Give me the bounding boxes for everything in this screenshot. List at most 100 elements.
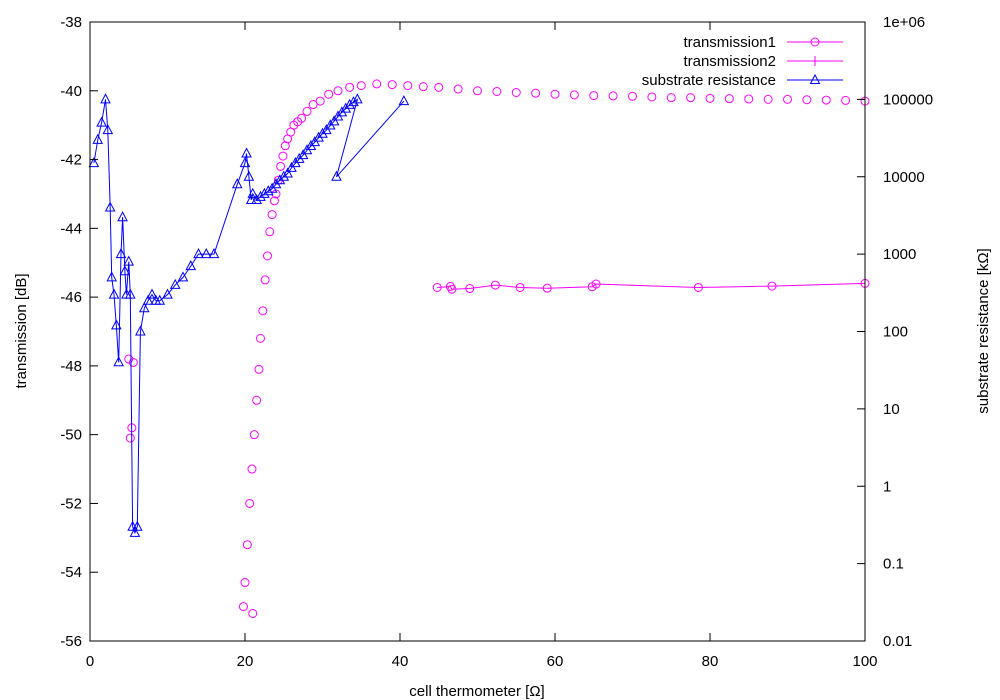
data-point (286, 161, 297, 172)
data-point (802, 95, 812, 105)
data-point (387, 80, 397, 90)
data-point (259, 187, 270, 198)
data-point (344, 98, 355, 109)
y2-tick-label: 0.01 (883, 633, 912, 650)
data-point (247, 187, 259, 198)
data-point (258, 306, 268, 316)
data-point (123, 255, 135, 266)
y2-tick-label: 10000 (883, 169, 925, 186)
y-tick-label: -40 (60, 83, 82, 100)
y2-axis-label: substrate resistance [kΩ] (975, 248, 992, 413)
data-point (666, 93, 676, 103)
y2-tick-label: 100 (883, 324, 908, 341)
data-point (169, 278, 181, 289)
data-point (129, 526, 141, 537)
data-point (297, 113, 307, 123)
data-point (274, 174, 286, 185)
data-point (308, 100, 318, 110)
data-point (251, 193, 262, 205)
data-point (550, 89, 560, 99)
data-point (108, 288, 120, 299)
data-point (841, 95, 851, 105)
data-point (239, 157, 251, 168)
ticks-layer: 0 20 40 60 80 100 -56 -54 -52 -50 -48 -46 -44 -42 -40 -… (60, 14, 933, 670)
data-point (100, 93, 111, 104)
data-point (724, 94, 734, 104)
data-point (372, 79, 382, 89)
data-point (113, 356, 125, 367)
y-tick-label: -44 (60, 220, 82, 237)
data-point (185, 260, 197, 271)
data-point (282, 167, 293, 178)
x-axis-label: cell thermometer [Ω] (409, 683, 544, 700)
data-point (445, 281, 455, 291)
data-point (265, 227, 275, 237)
data-point (531, 88, 541, 98)
data-point (138, 302, 150, 313)
data-point (245, 193, 257, 205)
data-point (243, 170, 255, 181)
data-point (628, 91, 637, 101)
data-point (267, 210, 277, 220)
legend-marker (810, 56, 820, 66)
data-point (767, 281, 777, 291)
data-point (276, 161, 286, 171)
data-point (686, 93, 696, 103)
data-point (352, 93, 363, 104)
data-point (315, 96, 325, 106)
series-1 (432, 278, 870, 294)
data-point (88, 157, 100, 168)
legend-label: transmission2 (683, 53, 776, 70)
data-point (492, 86, 502, 96)
data-point (744, 94, 754, 104)
data-point (146, 288, 158, 299)
data-point (403, 81, 413, 91)
data-point (278, 151, 288, 161)
data-point (92, 133, 104, 144)
data-point (208, 248, 220, 259)
data-point (569, 90, 579, 100)
legend-label: substrate resistance (642, 72, 776, 89)
data-point (104, 201, 116, 212)
data-point (473, 86, 482, 96)
series-2 (88, 93, 410, 537)
data-point (260, 275, 270, 285)
data-point (106, 271, 118, 282)
y-axis-label: transmission [dB] (13, 273, 30, 388)
data-point (269, 196, 279, 206)
data-point (465, 284, 475, 294)
series-layer (88, 79, 870, 618)
data-point (280, 141, 290, 151)
data-point (248, 608, 258, 618)
x-tick-label: 60 (547, 653, 564, 670)
data-point (293, 152, 305, 163)
x-tick-label: 80 (702, 653, 719, 670)
data-point (245, 498, 255, 508)
x-tick-label: 40 (392, 653, 409, 670)
data-point (241, 147, 252, 158)
data-point (238, 602, 248, 612)
data-point (821, 95, 831, 105)
data-point (511, 87, 521, 97)
data-point (490, 280, 500, 290)
data-point (117, 211, 128, 222)
data-point (262, 251, 272, 261)
data-point (434, 82, 444, 92)
data-point (331, 170, 342, 181)
legend-label: transmission1 (683, 34, 776, 51)
data-point (333, 86, 343, 96)
data-point (154, 294, 166, 305)
y-tick-label: -54 (60, 564, 82, 581)
data-point (591, 279, 601, 289)
data-point (247, 464, 257, 474)
data-point (763, 94, 773, 104)
legend-marker (809, 73, 821, 84)
data-point (111, 319, 122, 330)
data-point (96, 116, 107, 127)
data-point (240, 578, 250, 588)
data-point (317, 127, 328, 138)
data-point (297, 149, 309, 160)
data-point (242, 540, 252, 550)
data-point (542, 283, 552, 293)
data-point (693, 282, 703, 292)
